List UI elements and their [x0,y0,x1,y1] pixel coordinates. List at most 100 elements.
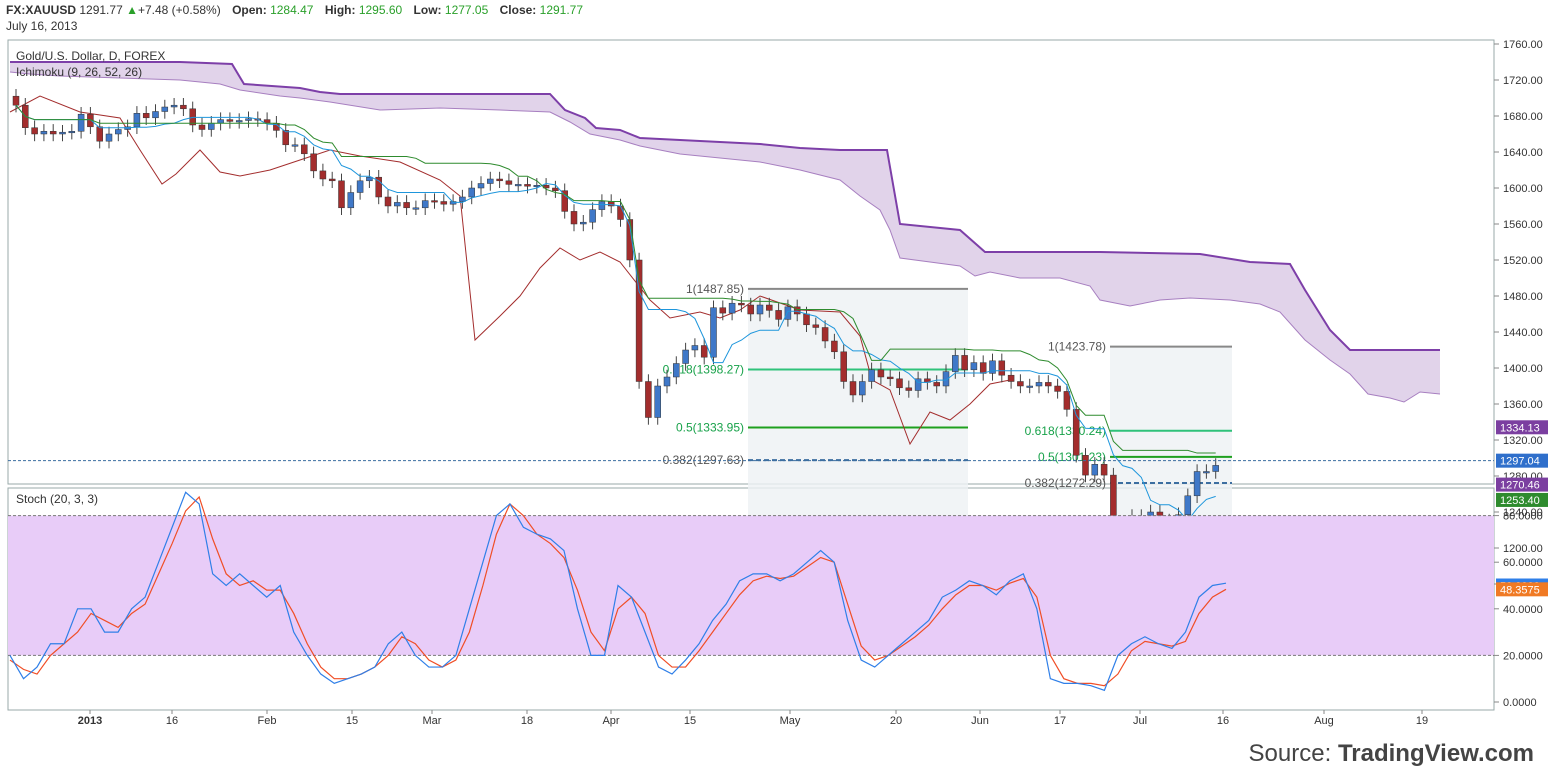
candle-body [1193,471,1201,497]
candle-body [663,376,671,387]
candle-body [394,202,401,207]
fib-level-label: 0.618(1330.24) [1025,424,1106,438]
candle-body [914,378,922,391]
price-axis-label: 1480.00 [1503,291,1543,303]
candle-body [1026,385,1033,388]
candle-body [989,360,996,374]
fib-level-label: 0.382(1297.63) [663,453,744,467]
source-credit: Source: TradingView.com [1249,740,1534,768]
candle-body [440,201,448,205]
price-axis-label: 1200.00 [1503,543,1543,555]
candle-body [598,201,606,210]
stoch-axis-label: 80.0000 [1503,511,1543,523]
candle-body [1082,455,1089,476]
time-axis-label: Jun [971,715,989,727]
price-tag [1496,492,1548,507]
candle-body [952,355,959,372]
tenkan-sen-line [15,104,1216,522]
source-prefix: Source: [1248,740,1338,767]
chart-header: FX:XAUUSD 1291.77 ▲+7.48 (+0.58%) Open: … [6,3,583,17]
price-tag [1496,420,1548,435]
last-price: 1291.77 [79,3,123,17]
candle-body [1054,385,1061,392]
price-axis-label: 1440.00 [1503,327,1543,339]
candle-body [1091,464,1099,476]
candle-body [877,369,885,378]
price-tag-label: 1270.46 [1500,480,1540,492]
candle-body [673,363,680,378]
price-axis-label: 1240.00 [1503,507,1543,519]
price-axis-label: 1360.00 [1503,399,1543,411]
candle-body [356,180,364,193]
candle-body [133,113,141,128]
time-axis-label: 15 [346,715,358,727]
senkou-span-b-line [10,61,1440,351]
candle-body [682,349,689,364]
candle-body [784,306,792,320]
close-value: 1291.77 [539,3,584,17]
candle-body [40,131,48,135]
change-value: +7.48 (+0.58%) [137,3,221,17]
candle-body [998,360,1006,376]
candle-body [700,345,708,358]
candle-body [979,362,987,374]
time-axis-label: 17 [1054,715,1066,727]
stoch-axis-label: 40.0000 [1503,604,1543,616]
candle-body [1072,409,1080,456]
source-brand: TradingView.com [1337,740,1534,767]
candle-body [617,205,624,220]
candle-body [77,113,85,132]
stoch-pane-title: Stoch (20, 3, 3) [16,492,98,506]
time-axis-label: Jul [1133,715,1147,727]
time-axis-label: Apr [602,715,619,727]
candle-body [301,144,308,155]
stoch-d-line [9,495,1227,687]
kijun-sen-line [15,104,1216,454]
candle-body [217,119,224,124]
candle-body [180,104,187,110]
stoch-axis-label: 0.0000 [1503,697,1537,709]
candle-body [775,310,782,320]
close-label: Close: [499,3,537,17]
candle-body [431,200,438,203]
candle-body [580,221,587,225]
candle-body [319,170,327,180]
price-axis-label: 1760.00 [1503,39,1543,51]
price-axis-label: 1640.00 [1503,147,1543,159]
candle-body [1007,374,1015,382]
time-axis-label: 16 [166,715,178,727]
candle-body [654,385,661,418]
symbol[interactable]: FX:XAUUSD [6,3,77,17]
candle-body [933,382,940,387]
candle-body [105,133,113,142]
candle-body [412,207,420,210]
candle-body [570,211,578,225]
candle-body [552,187,559,191]
candle-body [831,340,838,353]
time-axis-label: Mar [423,715,442,727]
fib-level-label: 1(1423.78) [1048,340,1106,354]
candle-body [803,313,810,326]
candle-body [970,362,978,371]
stoch-d-tag [1496,582,1548,597]
candle-body [896,378,903,389]
candle-body [635,259,643,382]
fib-level-label: 1(1487.85) [686,282,744,296]
stoch-axis-label: 20.0000 [1503,650,1543,662]
price-axis-label: 1560.00 [1503,219,1543,231]
price-axis-label: 1600.00 [1503,183,1543,195]
candle-body [710,307,717,358]
price-axis-label: 1400.00 [1503,363,1543,375]
candle-body [347,192,355,209]
stoch-k-line [9,491,1227,692]
candle-body [152,111,159,119]
candle-body [868,369,875,382]
candle-body [12,95,20,106]
candle-body [235,120,243,123]
candle-body [1017,381,1024,387]
candle-body [793,306,801,315]
candle-body [561,190,568,212]
time-axis-label: 2013 [78,715,102,727]
candle-body [1184,495,1192,515]
